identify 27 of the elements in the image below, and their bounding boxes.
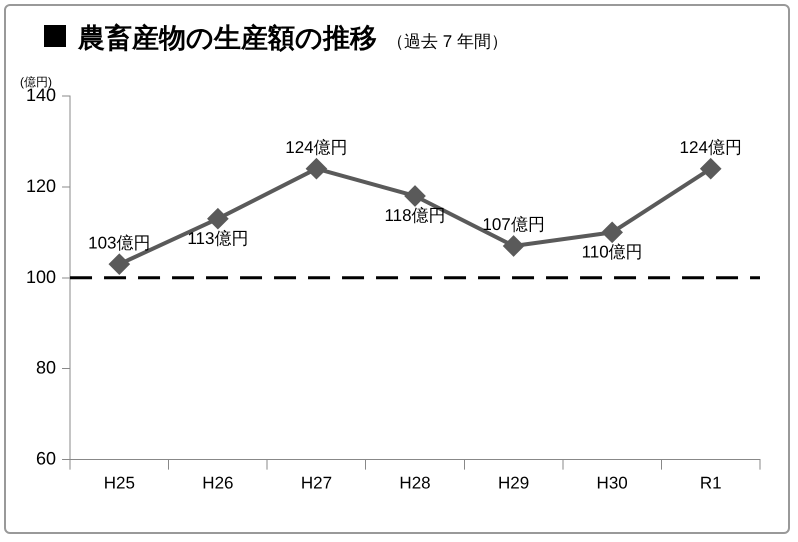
point (700, 158, 721, 179)
x-tick-label: H29 (498, 473, 530, 492)
x-tick-label: H27 (300, 473, 332, 492)
point (602, 222, 622, 242)
y-tick-label: 80 (36, 358, 56, 378)
point (405, 186, 426, 206)
data-label: 124億円 (680, 138, 742, 157)
y-tick-label: 60 (36, 448, 56, 469)
data-label: 110億円 (582, 242, 643, 262)
x-tick-label: H30 (596, 473, 628, 492)
y-tick-label: 100 (26, 266, 56, 287)
chart-subtitle: （過去 7 年間） (387, 31, 508, 53)
x-tick-label: H26 (202, 473, 234, 492)
x-tick-label: H25 (104, 473, 135, 492)
point (208, 208, 228, 229)
point (504, 236, 524, 256)
x-tick-label: R1 (700, 473, 722, 492)
data-label: 124億円 (285, 138, 348, 157)
point (306, 158, 326, 179)
data-label: 107億円 (482, 215, 545, 234)
data-label: 118億円 (384, 206, 446, 226)
data-label: 103億円 (88, 233, 151, 252)
y-tick-label: 120 (26, 176, 56, 196)
data-label: 113億円 (187, 228, 248, 248)
x-tick-label: H28 (399, 473, 431, 492)
chart-title: 農畜産物の生産額の推移 (78, 22, 377, 55)
point (109, 254, 130, 274)
